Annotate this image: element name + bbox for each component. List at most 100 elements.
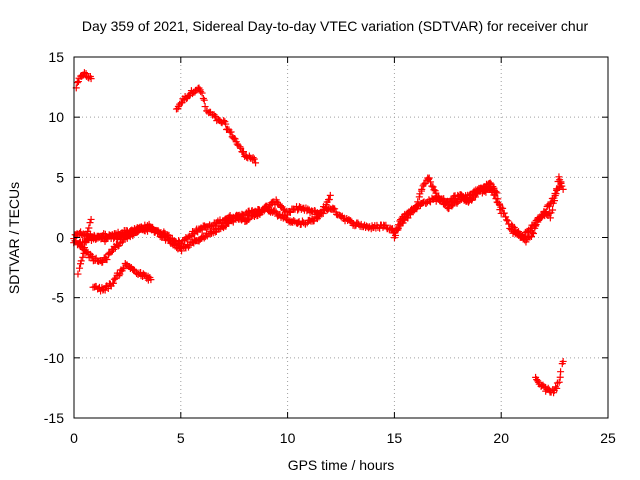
data-point (81, 246, 89, 254)
data-point (558, 182, 566, 190)
data-point (105, 250, 113, 258)
data-point (74, 78, 82, 86)
y-tick-label: 15 (48, 49, 64, 65)
data-point (376, 224, 384, 232)
data-point (155, 229, 163, 237)
data-point (245, 216, 253, 224)
data-point (82, 238, 90, 246)
y-tick-label: 0 (56, 230, 64, 246)
data-point (493, 189, 501, 197)
data-point (101, 286, 109, 294)
data-point (86, 219, 94, 227)
data-point (418, 185, 426, 193)
data-point (549, 206, 557, 214)
data-point (553, 185, 561, 193)
data-point (348, 218, 356, 226)
data-point (249, 154, 257, 162)
x-tick-label: 20 (493, 430, 509, 446)
series-pass-9 (508, 173, 567, 246)
data-point (252, 159, 260, 167)
data-point (489, 183, 497, 191)
data-point (304, 205, 312, 213)
data-point (222, 120, 230, 128)
x-axis-label: GPS time / hours (288, 457, 395, 473)
data-point (176, 243, 184, 251)
data-point (115, 272, 123, 280)
data-point (103, 256, 111, 264)
series-pass-7 (89, 260, 155, 295)
data-point (87, 75, 95, 83)
x-tick-label: 5 (177, 430, 185, 446)
data-point (211, 228, 219, 236)
data-point (413, 202, 421, 210)
data-point (427, 178, 435, 186)
data-point (552, 383, 560, 391)
data-point (494, 195, 502, 203)
data-point (391, 231, 399, 239)
data-point (236, 143, 244, 151)
data-point (465, 192, 473, 200)
data-point (551, 197, 559, 205)
data-point (119, 265, 127, 273)
data-point (133, 228, 141, 236)
data-point (80, 69, 88, 77)
series-pass-4 (70, 191, 334, 255)
data-point (422, 199, 430, 207)
data-point (326, 191, 334, 199)
data-point (331, 205, 339, 213)
data-point (534, 377, 542, 385)
data-point (325, 195, 333, 203)
series-pass-8 (390, 174, 505, 242)
data-point (551, 192, 559, 200)
data-point (503, 216, 511, 224)
data-point (199, 94, 207, 102)
data-point (200, 96, 208, 104)
y-tick-label: -5 (52, 290, 65, 306)
data-point (109, 279, 117, 287)
data-point (504, 217, 512, 225)
data-point (74, 270, 82, 278)
data-point (147, 276, 155, 284)
data-point (486, 179, 494, 187)
data-point (496, 206, 504, 214)
data-point (509, 222, 517, 230)
data-point (502, 213, 510, 221)
data-point (240, 148, 248, 156)
y-axis-label: SDTVAR / TECUs (6, 182, 22, 294)
data-point (394, 221, 402, 229)
data-point (186, 91, 194, 99)
data-point (201, 103, 209, 111)
data-point (85, 224, 93, 232)
y-tick-label: 10 (48, 109, 64, 125)
data-point (227, 128, 235, 136)
data-point (414, 198, 422, 206)
chart-title: Day 359 of 2021, Sidereal Day-to-day VTE… (82, 18, 589, 34)
data-point (448, 202, 456, 210)
series-pass-1 (72, 69, 95, 92)
series-pass-10 (532, 357, 567, 397)
data-point (178, 247, 186, 255)
data-point (559, 185, 567, 193)
data-point (472, 189, 480, 197)
data-point (79, 253, 87, 261)
data-point (134, 227, 142, 235)
data-point (73, 79, 81, 87)
data-point (529, 229, 537, 237)
data-point (432, 189, 440, 197)
data-point (250, 155, 258, 163)
data-point (87, 215, 95, 223)
data-point (88, 252, 96, 260)
x-tick-label: 0 (70, 430, 78, 446)
data-point (409, 206, 417, 214)
x-tick-label: 25 (600, 430, 616, 446)
series-pass-5 (76, 227, 142, 266)
series-pass-2 (172, 84, 260, 167)
y-tick-label: -15 (44, 410, 64, 426)
data-point (555, 378, 563, 386)
data-point (518, 232, 526, 240)
data-point (492, 188, 500, 196)
data-point (83, 235, 91, 243)
data-point (197, 88, 205, 96)
series-pass-6 (74, 215, 95, 278)
data-point (557, 368, 565, 376)
